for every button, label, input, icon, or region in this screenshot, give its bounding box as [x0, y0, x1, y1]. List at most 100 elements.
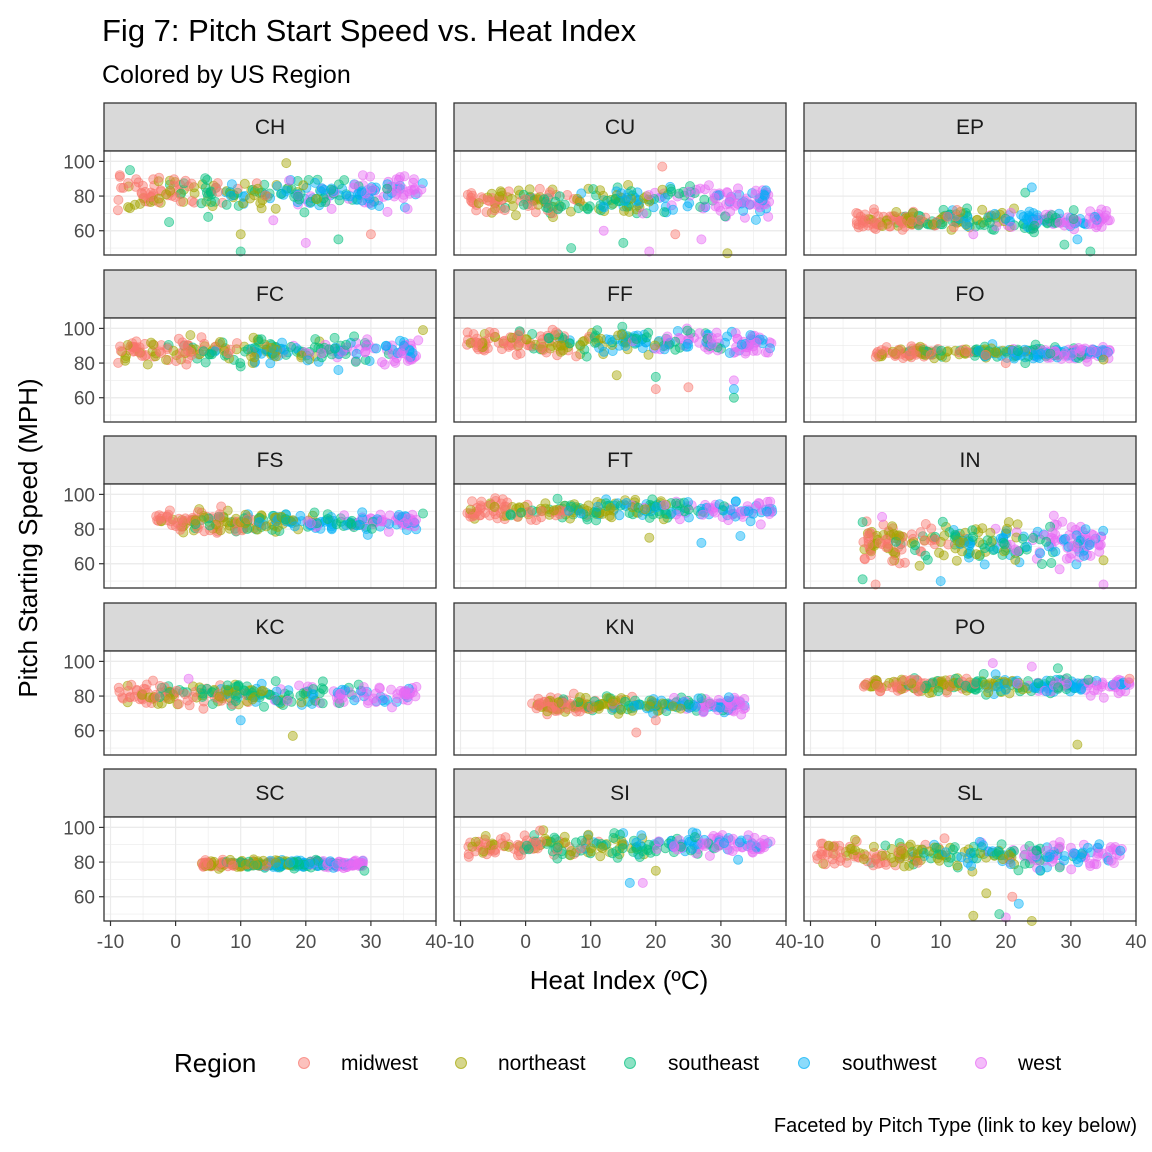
chart-subtitle: Colored by US Region — [102, 61, 351, 89]
data-point — [514, 326, 525, 337]
data-point — [164, 505, 175, 516]
data-point — [527, 200, 538, 211]
data-point — [616, 704, 627, 715]
data-point — [112, 205, 123, 216]
data-point — [533, 693, 544, 704]
data-point — [745, 330, 756, 341]
data-point — [1000, 684, 1011, 695]
panel-border — [803, 150, 1137, 256]
data-point — [256, 334, 267, 345]
data-point — [131, 336, 142, 347]
data-point — [180, 175, 191, 186]
data-point — [322, 513, 333, 524]
data-point — [616, 188, 627, 199]
data-point — [951, 555, 962, 566]
data-point — [873, 211, 884, 222]
data-point — [872, 680, 883, 691]
data-point — [249, 342, 260, 353]
data-point — [1075, 684, 1086, 695]
data-point — [860, 209, 871, 220]
facet-sc: SC 60 80 100 -10 0 10 20 30 40 — [63, 768, 447, 953]
data-point — [971, 676, 982, 687]
data-point — [738, 205, 749, 216]
data-point — [551, 327, 562, 338]
data-point — [968, 229, 979, 240]
data-point — [523, 844, 534, 855]
data-point — [1087, 218, 1098, 229]
facet-panel — [453, 150, 787, 259]
data-point — [906, 341, 917, 352]
data-point — [384, 510, 395, 521]
facet-po: PO — [803, 602, 1137, 756]
data-point — [1020, 358, 1031, 369]
panel-points — [112, 158, 428, 257]
data-point — [736, 339, 747, 350]
facet-panel — [803, 483, 1137, 590]
data-point — [305, 518, 316, 529]
facet-kc: KC 60 80 100 — [63, 602, 437, 756]
data-point — [256, 686, 267, 697]
data-point — [640, 337, 651, 348]
data-point — [891, 680, 902, 691]
data-point — [915, 681, 926, 692]
data-point — [575, 508, 586, 519]
data-point — [595, 185, 606, 196]
data-point — [281, 186, 292, 197]
data-point — [1047, 527, 1058, 538]
data-point — [925, 349, 936, 360]
data-point — [889, 348, 900, 359]
data-point — [706, 699, 717, 710]
facet-panel: 60 80 100 -10 0 10 20 30 40 — [63, 816, 447, 953]
x-tick-label: 20 — [295, 932, 316, 953]
data-point — [1069, 848, 1080, 859]
data-point — [1083, 674, 1094, 685]
data-point — [334, 195, 345, 206]
data-point — [203, 211, 214, 222]
data-point — [272, 695, 283, 706]
data-point — [203, 859, 214, 870]
data-point — [168, 345, 179, 356]
data-point — [1124, 673, 1135, 684]
data-point — [161, 189, 172, 200]
data-point — [703, 180, 714, 191]
data-point — [462, 334, 473, 345]
data-point — [295, 690, 306, 701]
data-point — [489, 205, 500, 216]
data-point — [352, 858, 363, 869]
data-point — [341, 857, 352, 868]
data-point — [350, 356, 361, 367]
data-point — [874, 220, 885, 231]
data-point — [317, 698, 328, 709]
data-point — [632, 187, 643, 198]
data-point — [863, 220, 874, 231]
data-point — [282, 695, 293, 706]
data-point — [490, 844, 501, 855]
data-point — [113, 194, 124, 205]
data-point — [623, 179, 634, 190]
data-point — [616, 329, 627, 340]
panel-points — [462, 321, 777, 403]
data-point — [858, 854, 869, 865]
data-point — [374, 201, 385, 212]
data-point — [175, 196, 186, 207]
data-point — [1115, 845, 1126, 856]
data-point — [726, 193, 737, 204]
facet-ft: FT — [453, 435, 787, 589]
data-point — [339, 510, 350, 521]
data-point — [574, 706, 585, 717]
data-point — [1088, 530, 1099, 541]
data-point — [1066, 864, 1077, 875]
data-point — [868, 841, 879, 852]
data-point — [530, 339, 541, 350]
data-point — [299, 207, 310, 218]
data-point — [979, 543, 990, 554]
data-point — [987, 658, 998, 669]
data-point — [667, 701, 678, 712]
data-point — [329, 343, 340, 354]
data-point — [341, 190, 352, 201]
data-point — [641, 844, 652, 855]
data-point — [163, 694, 174, 705]
data-point — [650, 384, 661, 395]
data-point — [280, 514, 291, 525]
data-point — [943, 539, 954, 550]
